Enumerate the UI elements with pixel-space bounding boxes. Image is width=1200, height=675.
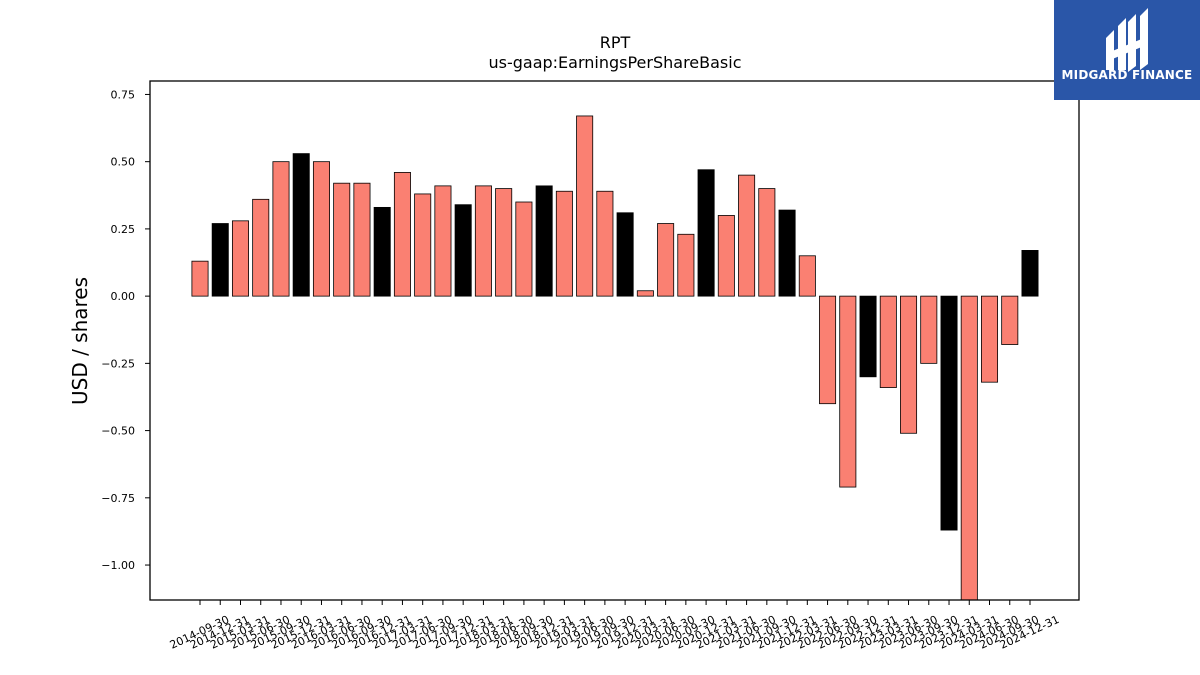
bar-2018-09-30: [515, 201, 533, 297]
bar-2015-12-31: [292, 153, 310, 297]
bar-2021-09-30: [758, 188, 776, 297]
bar-2021-03-31: [717, 215, 735, 297]
bar-2018-12-31: [535, 185, 553, 297]
bar-2024-06-30: [981, 295, 999, 383]
bar-2023-09-30: [920, 295, 938, 364]
bar-2019-09-30: [596, 190, 614, 297]
y-tick-label: −1.00: [101, 559, 135, 572]
bar-2014-12-31: [211, 223, 229, 297]
bars-group: [191, 115, 1039, 601]
bar-2019-12-31: [616, 212, 634, 297]
bar-2015-09-30: [272, 161, 290, 297]
bar-2018-06-30: [495, 188, 513, 297]
bar-2020-03-31: [636, 290, 654, 297]
y-tick-label: 0.50: [111, 156, 136, 169]
y-ticks-group: 0.75 0.50 0.25 0.00 −0.25 −0.50 −0.75 −1.00: [101, 88, 150, 572]
bar-2017-06-30: [414, 193, 432, 297]
bar-2022-09-30: [839, 295, 857, 488]
midgard-logo-icon: [1106, 8, 1148, 72]
bar-2017-09-30: [434, 185, 452, 297]
bar-2022-06-30: [819, 295, 837, 405]
bar-2018-03-31: [474, 185, 492, 297]
midgard-finance-logo: MIDGARD FINANCE: [1054, 0, 1200, 100]
bar-2024-12-31: [1021, 250, 1039, 297]
logo-text: MIDGARD FINANCE: [1061, 68, 1193, 82]
x-ticks-group: 2014-09-302014-12-312015-03-312015-06-30…: [168, 600, 1061, 652]
bar-2023-03-31: [879, 295, 897, 388]
y-axis-label: USD / shares: [68, 277, 92, 405]
bar-2023-12-31: [940, 295, 958, 531]
bar-2020-06-30: [657, 223, 675, 297]
y-tick-label: −0.50: [101, 425, 135, 438]
y-tick-label: 0.75: [111, 88, 136, 101]
bar-2024-09-30: [1001, 295, 1019, 345]
bar-2015-03-31: [231, 220, 249, 297]
bar-2016-06-30: [333, 182, 351, 297]
bar-2016-03-31: [312, 161, 330, 297]
bar-2021-12-31: [778, 209, 796, 297]
bar-2016-09-30: [353, 182, 371, 297]
bar-2017-12-31: [454, 204, 472, 297]
chart-subtitle: us-gaap:EarningsPerShareBasic: [488, 53, 741, 72]
y-tick-label: −0.25: [101, 357, 135, 370]
bar-2015-06-30: [252, 198, 270, 297]
bar-2016-12-31: [373, 206, 391, 297]
bar-2019-06-30: [576, 115, 594, 297]
bar-2017-03-31: [393, 172, 411, 297]
bar-2023-06-30: [900, 295, 918, 434]
bar-2021-06-30: [738, 174, 756, 297]
chart-title: RPT: [600, 33, 631, 52]
y-tick-label: −0.75: [101, 492, 135, 505]
bar-2014-09-30: [191, 260, 209, 297]
bar-2020-09-30: [677, 233, 695, 297]
bar-2024-03-31: [960, 295, 978, 601]
bar-2022-12-31: [859, 295, 877, 378]
bar-2019-03-31: [555, 190, 573, 297]
y-tick-label: 0.00: [111, 290, 136, 303]
y-tick-label: 0.25: [111, 223, 136, 236]
plot-frame: [149, 80, 1080, 601]
bar-2022-03-31: [798, 255, 816, 297]
bar-2020-12-31: [697, 169, 715, 297]
